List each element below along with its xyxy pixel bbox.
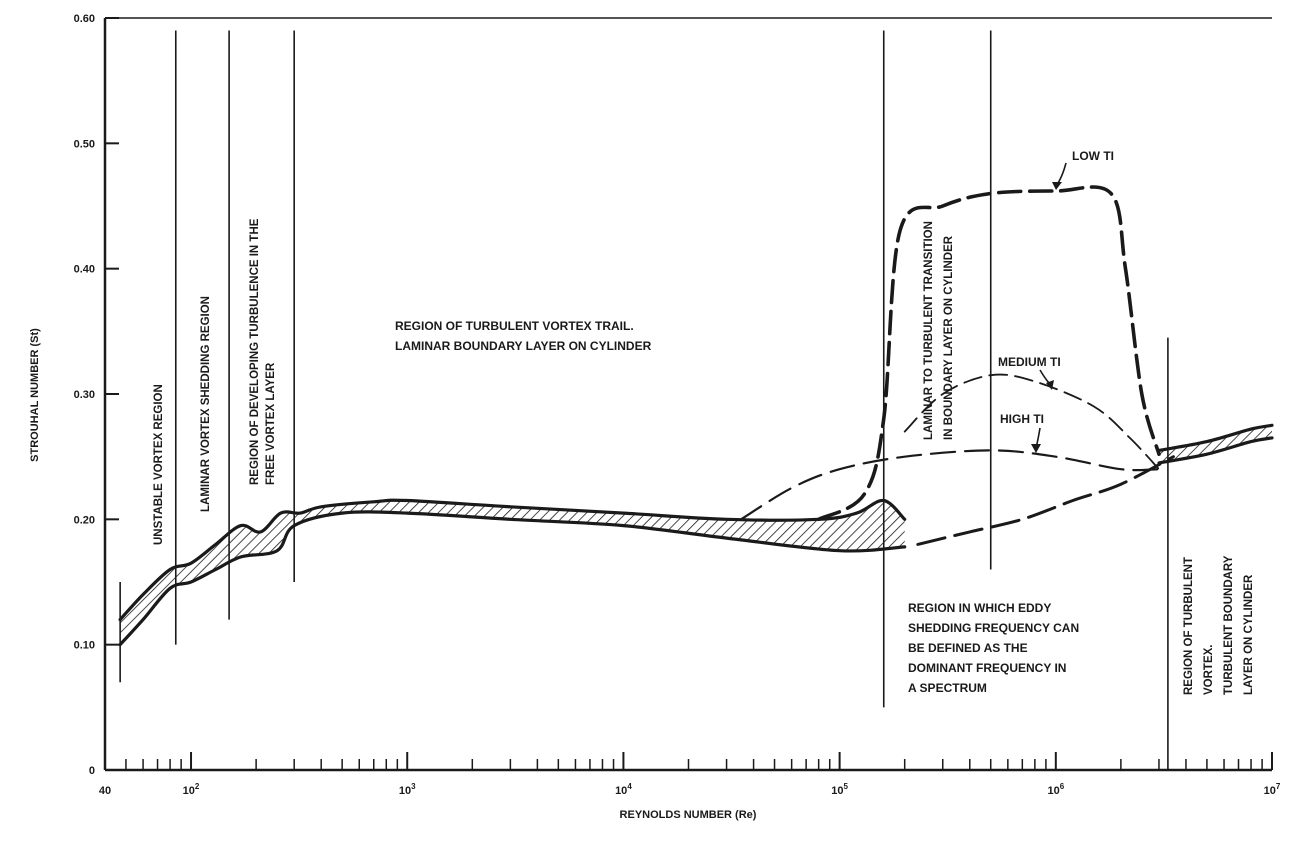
- x-tick-label: 105: [831, 782, 848, 797]
- y-tick-label: 0.10: [74, 640, 95, 652]
- label-turbulent-boundary-region-line: REGION OF TURBULENT: [1183, 557, 1195, 695]
- high-ti-arrow-head: [1031, 444, 1041, 453]
- label-turbulent-boundary-region-line: VORTEX.: [1203, 645, 1215, 695]
- label-turbulent-vortex-trail-line: LAMINAR BOUNDARY LAYER ON CYLINDER: [395, 339, 652, 353]
- x-axis-label: REYNOLDS NUMBER (Re): [620, 809, 757, 821]
- series-line-high-ti: [739, 449, 1161, 521]
- y-tick-label: 0.20: [74, 514, 95, 526]
- x-tick-label: 104: [615, 782, 632, 797]
- label-laminar-turbulent-transition-line: IN BOUNDARY LAYER ON CYLINDER: [943, 235, 955, 440]
- label-unstable-vortex-region: UNSTABLE VORTEX REGION: [153, 384, 165, 545]
- strouhal-band-upper-edge: [118, 498, 907, 622]
- y-tick-label: 0: [89, 765, 95, 777]
- label-laminar-turbulent-transition-line: LAMINAR TO TURBULENT TRANSITION: [923, 221, 935, 440]
- y-axis-label: STROUHAL NUMBER (St): [29, 328, 41, 462]
- strouhal-band-lower-edge: [118, 510, 907, 647]
- x-tick-label: 106: [1047, 782, 1064, 797]
- turbulent-band-fill: [1159, 425, 1272, 463]
- label-turbulent-vortex-trail: REGION OF TURBULENT VORTEX TRAIL. LAMINAR…: [395, 319, 652, 353]
- y-tick-label: 0.40: [74, 264, 95, 276]
- label-turbulent-vortex-trail-line: REGION OF TURBULENT VORTEX TRAIL.: [395, 319, 634, 333]
- strouhal-band-fill: [120, 500, 905, 645]
- label-developing-turbulence-line: REGION OF DEVELOPING TURBULENCE IN THE: [249, 218, 261, 485]
- label-developing-turbulence: REGION OF DEVELOPING TURBULENCE IN THE FR…: [249, 218, 277, 485]
- medium-ti-arrow-head: [1046, 380, 1054, 390]
- high-ti-label: HIGH TI: [1000, 412, 1044, 426]
- label-developing-turbulence-line: FREE VORTEX LAYER: [265, 362, 277, 485]
- series-line-low-ti: [816, 185, 1161, 522]
- y-tick-label: 0.30: [74, 389, 95, 401]
- label-turbulent-boundary-region-line: LAYER ON CYLINDER: [1243, 574, 1255, 695]
- label-unstable-vortex-region-line: UNSTABLE VORTEX REGION: [153, 384, 165, 545]
- x-tick-label: 40: [99, 785, 111, 797]
- label-turbulent-boundary-region-line: TURBULENT BOUNDARY: [1223, 555, 1235, 695]
- label-laminar-turbulent-transition: LAMINAR TO TURBULENT TRANSITION IN BOUNDA…: [923, 221, 955, 440]
- x-tick-label: 107: [1264, 782, 1281, 797]
- series-line-medium-ti: [903, 373, 1160, 471]
- low-ti-label: LOW TI: [1072, 149, 1114, 163]
- medium-ti-arrow: [1039, 369, 1051, 385]
- label-eddy-shedding-region-line: REGION IN WHICH EDDY: [908, 601, 1051, 615]
- low-ti-arrow-head: [1052, 182, 1062, 190]
- x-tick-label: 103: [399, 782, 416, 797]
- y-tick-label: 0.60: [74, 13, 95, 25]
- label-laminar-vortex-shedding: LAMINAR VORTEX SHEDDING REGION: [200, 296, 212, 512]
- turbulent-band-upper-edge: [1157, 423, 1274, 452]
- label-turbulent-boundary-region: REGION OF TURBULENT VORTEX. TURBULENT BOUN…: [1183, 555, 1255, 695]
- turbulent-band-lower-edge: [1157, 436, 1274, 465]
- label-laminar-vortex-shedding-line: LAMINAR VORTEX SHEDDING REGION: [200, 296, 212, 512]
- label-eddy-shedding-region-line: DOMINANT FREQUENCY IN: [908, 661, 1066, 675]
- series-line-lower-branch: [916, 455, 1175, 546]
- label-eddy-shedding-region-line: BE DEFINED AS THE: [908, 641, 1028, 655]
- x-tick-label: 102: [183, 782, 200, 797]
- label-eddy-shedding-region: REGION IN WHICH EDDY SHEDDING FREQUENCY C…: [908, 601, 1079, 695]
- y-tick-label: 0.50: [74, 138, 95, 150]
- medium-ti-label: MEDIUM TI: [998, 355, 1061, 369]
- label-eddy-shedding-region-line: A SPECTRUM: [908, 681, 987, 695]
- label-eddy-shedding-region-line: SHEDDING FREQUENCY CAN: [908, 621, 1079, 635]
